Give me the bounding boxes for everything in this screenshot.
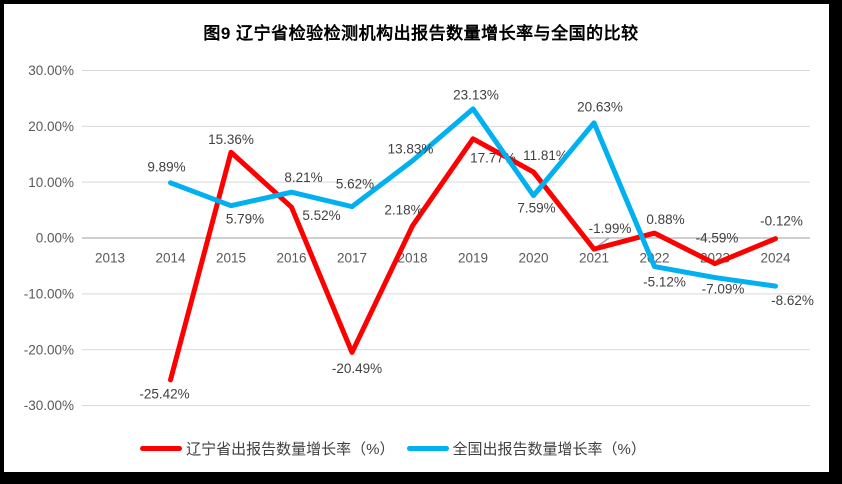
data-label-national-2014: 9.89% bbox=[147, 160, 185, 175]
data-label-liaoning-2016: 5.52% bbox=[302, 208, 340, 223]
data-label-liaoning-2017: -20.49% bbox=[332, 361, 382, 376]
legend-line-swatch-national bbox=[406, 446, 449, 451]
y-tick-label: 10.00% bbox=[28, 175, 74, 190]
series-line-liaoning bbox=[168, 136, 778, 383]
data-label-liaoning-2018: 2.18% bbox=[384, 203, 422, 218]
x-tick-label: 2016 bbox=[276, 251, 306, 266]
x-tick-label: 2020 bbox=[518, 251, 548, 266]
legend-item-liaoning: 辽宁省出报告数量增长率（%） bbox=[140, 438, 395, 459]
legend: 辽宁省出报告数量增长率（%） 全国出报告数量增长率（%） bbox=[0, 438, 814, 459]
data-label-national-2022: -5.12% bbox=[643, 274, 686, 289]
chart-title: 图9 辽宁省检验检测机构出报告数量增长率与全国的比较 bbox=[203, 24, 639, 43]
legend-label-national: 全国出报告数量增长率（%） bbox=[452, 441, 646, 458]
data-label-national-2016: 8.21% bbox=[284, 170, 322, 185]
data-label-liaoning-2022: 0.88% bbox=[646, 212, 684, 227]
data-label-national-2019: 23.13% bbox=[453, 88, 499, 103]
data-label-liaoning-2021: -1.99% bbox=[589, 221, 632, 236]
y-tick-label: -20.00% bbox=[24, 342, 74, 357]
label-leader-line bbox=[597, 237, 610, 247]
data-label-liaoning-2014: -25.42% bbox=[139, 387, 189, 402]
y-tick-label: 30.00% bbox=[28, 63, 74, 78]
data-label-national-2018: 13.83% bbox=[388, 142, 434, 157]
legend-label-liaoning: 辽宁省出报告数量增长率（%） bbox=[186, 441, 395, 458]
x-tick-label: 2021 bbox=[579, 251, 609, 266]
data-label-national-2023: -7.09% bbox=[702, 281, 745, 296]
x-tick-label: 2014 bbox=[155, 251, 186, 266]
data-label-liaoning-2020: 11.81% bbox=[523, 148, 568, 163]
y-tick-label: -30.00% bbox=[24, 398, 74, 413]
series-line-national bbox=[168, 106, 778, 289]
data-label-national-2017: 5.62% bbox=[336, 176, 374, 191]
legend-item-national: 全国出报告数量增长率（%） bbox=[406, 438, 646, 459]
data-label-liaoning-2023: -4.59% bbox=[696, 230, 739, 245]
y-tick-label: -10.00% bbox=[24, 287, 74, 302]
x-tick-label: 2013 bbox=[95, 251, 125, 266]
data-label-national-2024: -8.62% bbox=[771, 293, 814, 308]
x-tick-label: 2024 bbox=[760, 251, 791, 266]
x-tick-label: 2018 bbox=[397, 251, 427, 266]
y-tick-label: 0.00% bbox=[36, 231, 74, 246]
y-tick-label: 20.00% bbox=[28, 119, 74, 134]
data-label-national-2020: 7.59% bbox=[517, 200, 555, 215]
data-label-liaoning-2015: 15.36% bbox=[208, 132, 254, 147]
x-tick-label: 2019 bbox=[458, 251, 488, 266]
legend-line-swatch-liaoning bbox=[140, 446, 183, 451]
data-label-national-2021: 20.63% bbox=[577, 100, 623, 115]
x-tick-label: 2017 bbox=[337, 251, 367, 266]
data-label-liaoning-2024: -0.12% bbox=[760, 213, 803, 228]
data-label-national-2015: 5.79% bbox=[226, 211, 264, 226]
x-tick-label: 2015 bbox=[216, 251, 246, 266]
